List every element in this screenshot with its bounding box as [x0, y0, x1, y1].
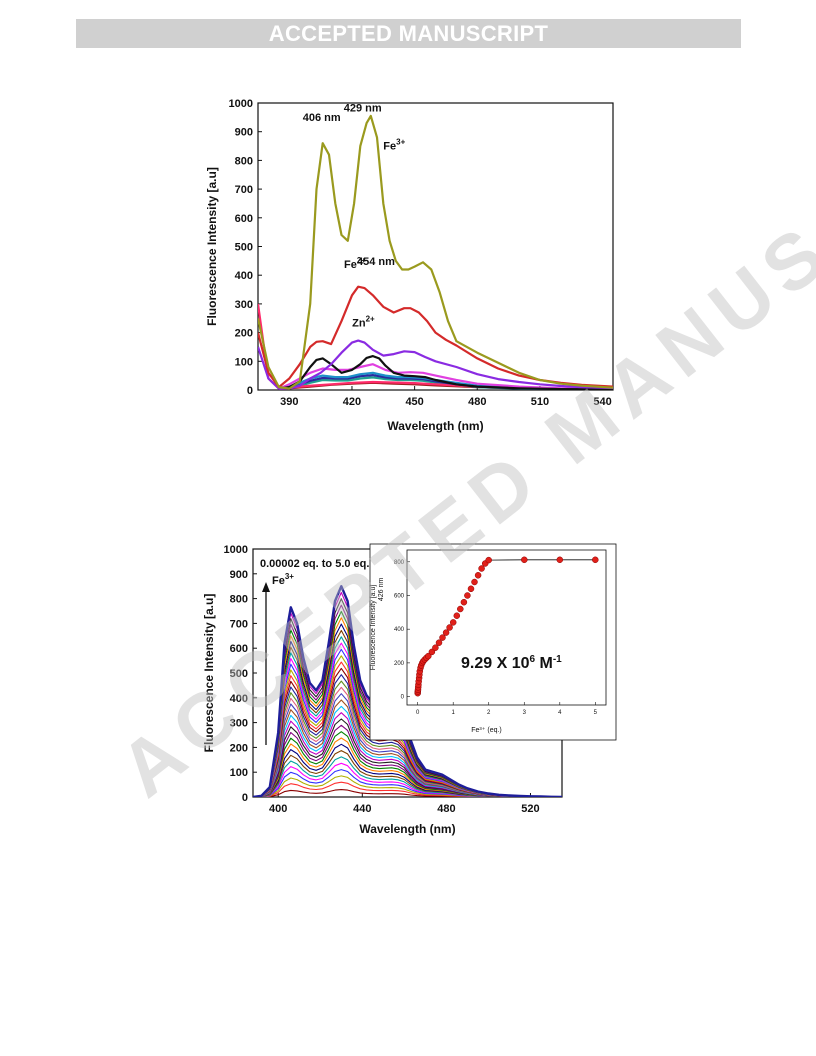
y-tick-label: 600 [230, 643, 248, 655]
x-tick-label: 520 [521, 803, 539, 815]
binding-constant-label: 9.29 X 106 M-1 [461, 654, 562, 672]
y-tick-label: 100 [230, 767, 248, 779]
inset-x-tick-label: 5 [594, 710, 598, 716]
y-tick-label: 800 [235, 155, 253, 167]
x-axis-label: Wavelength (nm) [359, 822, 455, 836]
inset-y-tick-label: 200 [394, 661, 405, 667]
inset-data-point [425, 652, 432, 660]
series-line-Fe3+ [258, 114, 613, 390]
y-tick-label: 200 [230, 742, 248, 754]
inset-data-point [478, 565, 485, 572]
x-axis-label: Wavelength (nm) [387, 419, 483, 433]
annotation-label: 406 nm [303, 112, 341, 124]
y-axis-label: Fluorescence Intensity [a.u] [202, 594, 216, 753]
y-tick-label: 500 [230, 668, 248, 680]
x-tick-label: 390 [280, 396, 298, 408]
inset-data-point [460, 598, 468, 606]
x-tick-label: 420 [343, 396, 361, 408]
series-line-M1 [278, 355, 613, 390]
inset-y-axis-label-2: 426 nm [378, 578, 385, 602]
y-tick-label: 800 [230, 594, 248, 606]
inset-data-point [556, 556, 564, 564]
inset-data-point [467, 585, 475, 593]
inset-frame [406, 549, 607, 706]
inset-y-tick-label: 0 [401, 695, 405, 701]
annotation-label: 429 nm [344, 102, 382, 114]
inset-y-axis-label: Fluorescence Intensity [a.u] [370, 585, 377, 671]
y-tick-label: 700 [235, 184, 253, 196]
y-tick-label: 0 [242, 792, 248, 804]
inset-x-tick-label: 4 [558, 710, 562, 716]
y-tick-label: 600 [235, 213, 253, 225]
y-tick-label: 100 [235, 356, 253, 368]
x-tick-label: 480 [468, 396, 486, 408]
annotation-label: Zn2+ [352, 314, 375, 329]
inset-data-point [442, 629, 450, 636]
y-tick-label: 400 [235, 270, 253, 282]
inset-y-tick-label: 800 [394, 560, 405, 566]
inset-x-tick-label: 2 [487, 710, 491, 716]
y-tick-label: 300 [235, 299, 253, 311]
series-line-Fe2+ [258, 285, 613, 389]
y-tick-label: 400 [230, 693, 248, 705]
y-tick-label: 0 [247, 385, 253, 397]
range-label: 0.00002 eq. to 5.0 eq. [260, 558, 369, 570]
y-tick-label: 900 [230, 569, 248, 581]
x-tick-label: 480 [437, 803, 455, 815]
y-tick-label: 1000 [229, 98, 253, 110]
x-tick-label: 400 [269, 803, 287, 815]
inset-data-point [521, 556, 528, 564]
inset-y-tick-label: 600 [394, 593, 405, 599]
arrow-head [262, 582, 270, 592]
inset-data-point [485, 556, 492, 564]
inset-data-point [474, 572, 482, 579]
annotation-label: 454 nm [357, 256, 395, 268]
inset-data-point [446, 624, 453, 631]
accepted-manuscript-banner: ACCEPTED MANUSCRIPT [76, 19, 741, 48]
inset-data-point [428, 648, 436, 656]
y-tick-label: 900 [235, 127, 253, 139]
inset-data-point [457, 605, 464, 613]
inset-x-tick-label: 1 [452, 710, 456, 716]
x-tick-label: 510 [531, 396, 549, 408]
y-tick-label: 200 [235, 328, 253, 340]
inset-data-point [464, 592, 471, 599]
y-tick-label: 500 [235, 242, 253, 254]
y-tick-label: 1000 [224, 544, 248, 556]
x-tick-label: 540 [593, 396, 611, 408]
inset-data-point [439, 634, 446, 641]
annotation-label: Fe3+ [383, 138, 405, 153]
inset-x-tick-label: 0 [416, 710, 420, 716]
inset-data-point [592, 556, 599, 564]
inset-x-tick-label: 3 [523, 710, 527, 716]
series-group [258, 114, 613, 390]
fe3-label: Fe3+ [272, 572, 294, 587]
inset-data-point [432, 644, 439, 651]
y-axis-label: Fluorescence Intensity [a.u] [205, 167, 219, 326]
x-tick-label: 450 [405, 396, 423, 408]
inset-data-point [435, 639, 443, 646]
inset-data-point [449, 619, 457, 626]
inset-data-point [453, 612, 461, 619]
series-line-Zn2+ [258, 339, 613, 390]
inset-data-point [471, 578, 478, 586]
inset-box [369, 543, 617, 741]
y-tick-label: 300 [230, 718, 248, 730]
series-line-M2 [278, 363, 613, 390]
inset-x-axis-label: Fe³⁺ (eq.) [471, 727, 502, 734]
x-tick-label: 440 [353, 803, 371, 815]
annotation-label: Fe2+ [344, 256, 366, 271]
inset-y-tick-label: 400 [394, 627, 405, 633]
y-tick-label: 700 [230, 618, 248, 630]
